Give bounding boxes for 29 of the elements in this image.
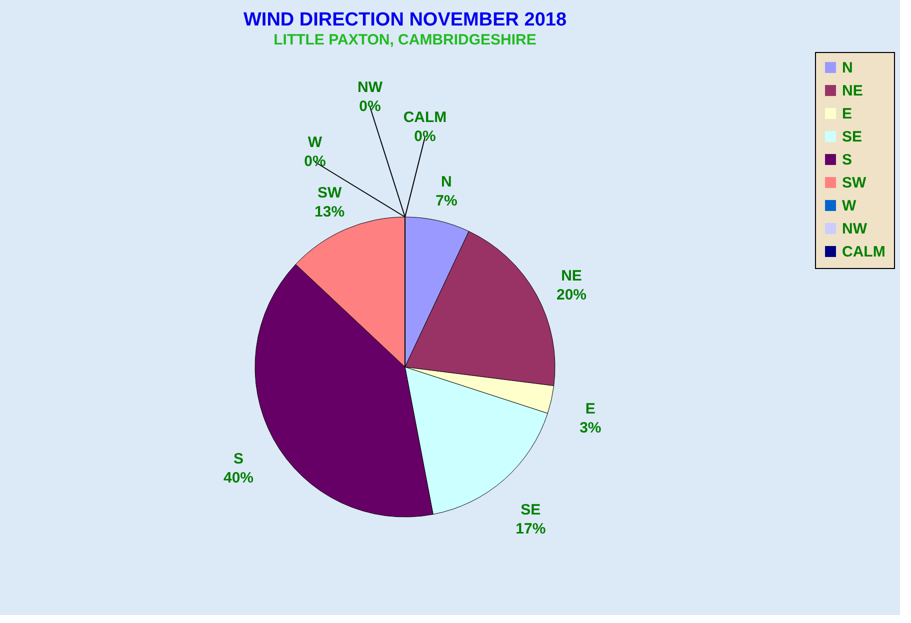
data-label: 17% [516,520,546,538]
data-label: 20% [556,286,587,304]
text: 0% [359,98,381,115]
legend-label: CALM [842,244,886,260]
data-label: 7% [436,192,458,210]
data-label: 13% [314,204,345,221]
legend-label: W [842,198,857,214]
slice-label: E [585,400,596,418]
slice-label: NE [561,267,582,284]
slice-label: N [441,174,452,191]
legend-label: SE [842,128,862,146]
legend-label: SW [842,174,868,192]
slice-label: SE [520,502,541,519]
category-label: CALM [403,109,447,126]
text: 0% [304,153,326,170]
legend-label: NE [842,82,863,100]
text: 0% [414,128,436,145]
category-label: NW [358,79,382,96]
chart-title: WIND DIRECTION NOVEMBER 2018 [243,10,567,30]
slice-label: S [233,450,244,468]
category-label: W [308,134,322,151]
chart-subtitle: LITTLE PAXTON, CAMBRIDGESHIRE [274,32,536,48]
slice-label: SW [317,184,342,202]
legend-label: S [842,152,852,168]
legend-label: N [842,60,853,76]
data-label: 3% [580,419,602,436]
legend-label: NW [842,220,868,238]
legend-label: E [842,106,852,122]
data-label: 40% [223,470,254,487]
